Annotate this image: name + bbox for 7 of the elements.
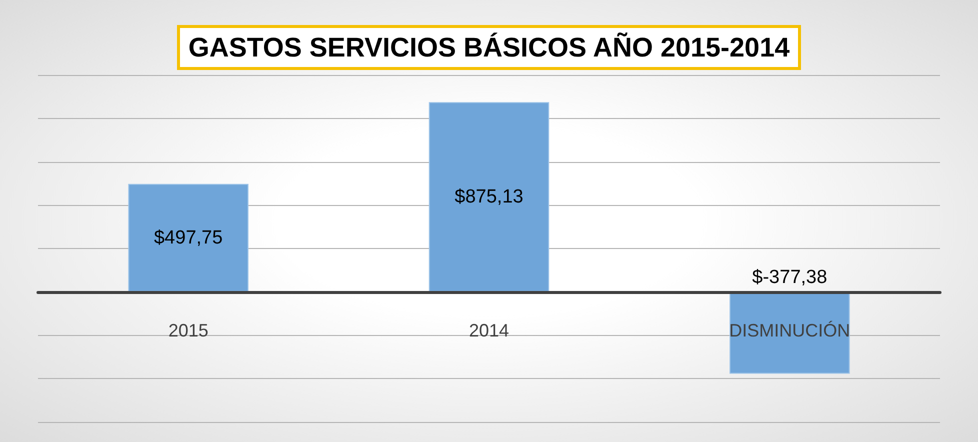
x-tick-label: 2014 xyxy=(468,320,510,340)
data-label: $-377,38 xyxy=(752,266,828,288)
data-label: $875,13 xyxy=(454,186,524,208)
data-label: $497,75 xyxy=(154,227,223,248)
x-tick-label: 2015 xyxy=(168,320,208,340)
chart-title: GASTOS SERVICIOS BÁSICOS AÑO 2015-2014 xyxy=(188,32,790,62)
x-tick-label: DISMINUCIÓN xyxy=(729,320,850,340)
